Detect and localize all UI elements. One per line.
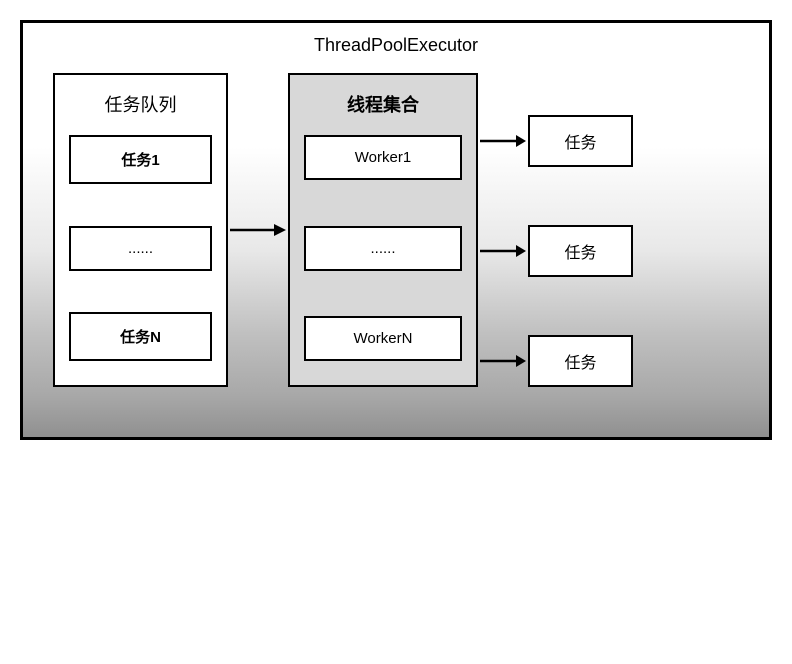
task-queue-item: ...... bbox=[69, 226, 212, 271]
task-queue-item: 任务1 bbox=[69, 135, 212, 184]
thread-pool-title: 线程集合 bbox=[304, 91, 462, 117]
threadpool-diagram-container: ThreadPoolExecutor 任务队列 任务1 ...... 任务N 线… bbox=[20, 20, 772, 440]
output-task-row: 任务 bbox=[478, 115, 633, 167]
thread-pool-item: Worker1 bbox=[304, 135, 462, 180]
thread-pool-item: ...... bbox=[304, 226, 462, 271]
thread-pool-item: WorkerN bbox=[304, 316, 462, 361]
arrow-icon bbox=[478, 241, 528, 261]
arrow-icon bbox=[478, 131, 528, 151]
arrow-icon bbox=[478, 351, 528, 371]
output-task-item: 任务 bbox=[528, 225, 633, 277]
task-queue-panel: 任务队列 任务1 ...... 任务N bbox=[53, 73, 228, 387]
diagram-columns: 任务队列 任务1 ...... 任务N 线程集合 Worker1 ...... … bbox=[53, 73, 739, 387]
thread-pool-panel: 线程集合 Worker1 ...... WorkerN bbox=[288, 73, 478, 387]
output-task-item: 任务 bbox=[528, 115, 633, 167]
output-task-row: 任务 bbox=[478, 335, 633, 387]
worker-to-task-arrow bbox=[478, 351, 528, 371]
output-task-item: 任务 bbox=[528, 335, 633, 387]
output-task-row: 任务 bbox=[478, 225, 633, 277]
task-queue-title: 任务队列 bbox=[69, 91, 212, 117]
worker-to-task-arrow bbox=[478, 241, 528, 261]
arrow-icon bbox=[228, 220, 288, 240]
diagram-title: ThreadPoolExecutor bbox=[23, 35, 769, 56]
worker-to-task-arrow bbox=[478, 131, 528, 151]
queue-to-pool-arrow bbox=[228, 73, 288, 387]
output-tasks-column: 任务 任务 任务 bbox=[478, 73, 633, 387]
task-queue-item: 任务N bbox=[69, 312, 212, 361]
